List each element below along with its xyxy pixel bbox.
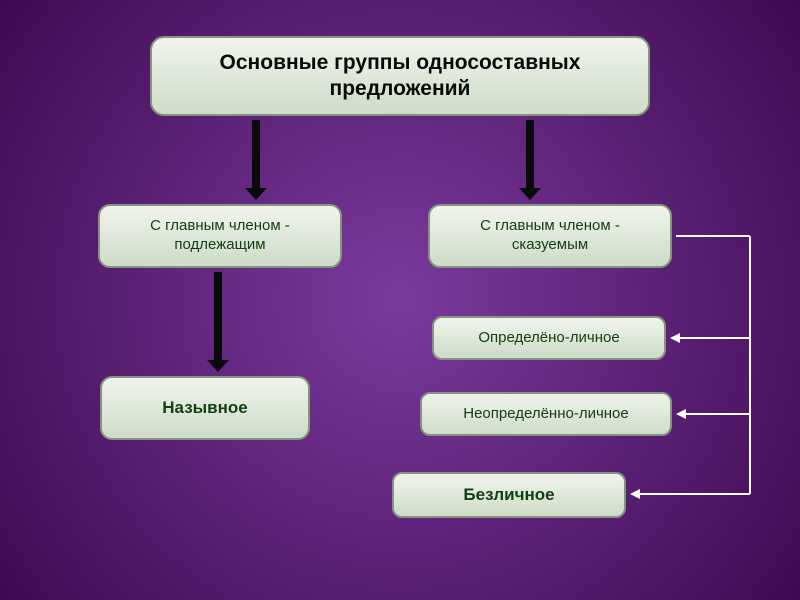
right-main-line2: сказуемым	[512, 236, 588, 253]
nazyvnoe-label: Назывное	[162, 397, 247, 418]
title-line1: Основные группы односоставных	[220, 51, 581, 74]
bezlichnoe-node: Безличное	[392, 472, 626, 518]
title-node: Основные группы односоставных предложени…	[150, 36, 650, 116]
left-main-node: С главным членом - подлежащим	[98, 204, 342, 268]
opredeleno-label: Определёно-личное	[478, 329, 619, 348]
right-main-node: С главным членом - сказуемым	[428, 204, 672, 268]
neopr-node: Неопределённо-личное	[420, 392, 672, 436]
bezl-label: Безличное	[463, 484, 554, 505]
nazyvnoe-node: Назывное	[100, 376, 310, 440]
right-main-line1: С главным членом -	[480, 217, 620, 234]
diagram-canvas: Основные группы односоставных предложени…	[0, 0, 800, 600]
opredeleno-node: Определёно-личное	[432, 316, 666, 360]
neopr-label: Неопределённо-личное	[463, 405, 629, 424]
left-main-line2: подлежащим	[174, 236, 265, 253]
title-line2: предложений	[330, 77, 471, 100]
left-main-line1: С главным членом -	[150, 217, 290, 234]
